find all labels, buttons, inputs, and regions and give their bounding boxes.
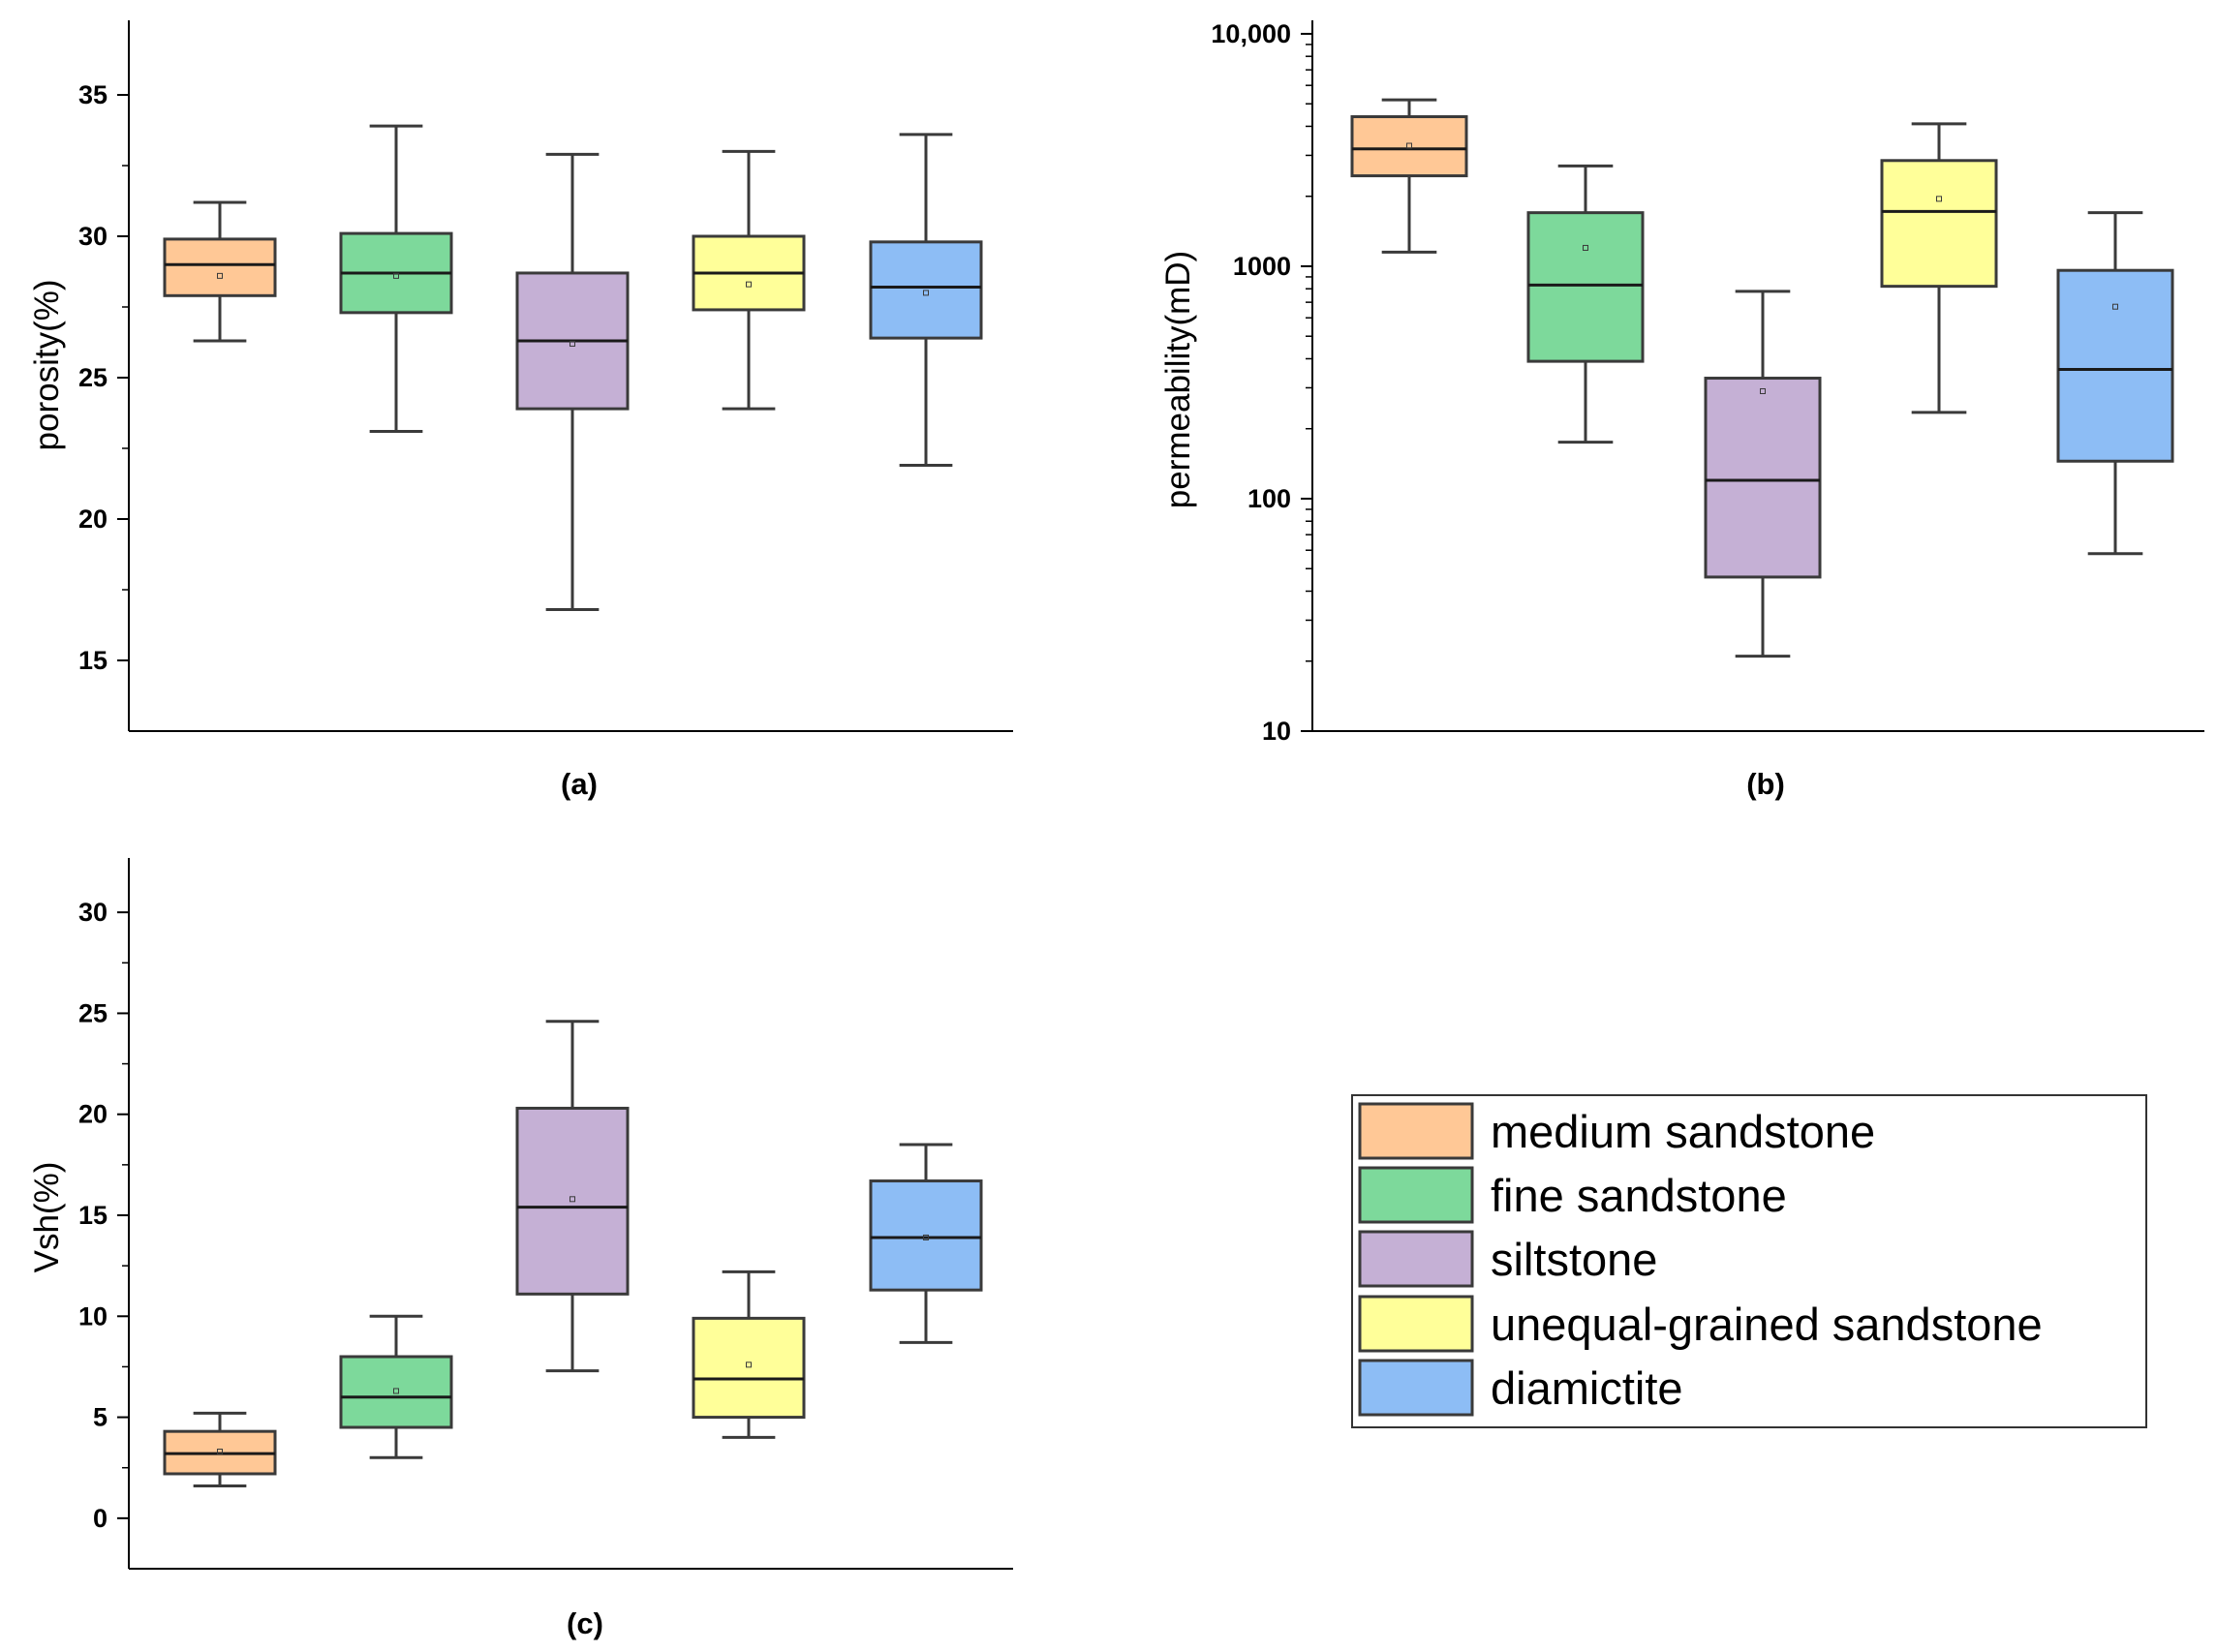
mean-marker [217,272,223,279]
panel-c-y-tick-label: 15 [78,1201,108,1230]
mean-marker [570,340,575,347]
panel-b-y-tick-label: 100 [1247,484,1291,513]
panel-b-box-siltstone [1704,290,1822,658]
mean-marker [217,1449,223,1455]
panel-c-vsh: (c) Vsh(%) 0 5 10 15 20 25 30 [28,858,1013,1640]
box-iqr [692,1316,806,1420]
legend-swatch-fine-sandstone [1358,1166,1474,1224]
panel-a-box-fine-sandstone [339,124,453,433]
mean-marker [570,1196,575,1203]
legend-label-fine-sandstone: fine sandstone [1491,1170,1787,1221]
legend-label-unequal-grained-sandstone: unequal-grained sandstone [1491,1299,2043,1350]
panel-c-box-diamictite [869,1143,983,1344]
box-iqr [1704,377,1822,579]
panel-a-ylabel: porosity(%) [28,280,66,451]
mean-marker [1936,196,1942,202]
mean-marker [1760,387,1766,394]
panel-b-box-diamictite [2056,211,2174,556]
panel-c-box-unequal-grained-sandstone [692,1270,806,1439]
legend: medium sandstone fine sandstone siltston… [1351,1094,2147,1428]
box-iqr [339,1355,453,1429]
legend-swatch-siltstone [1358,1230,1474,1288]
panel-b-ylabel: permeability(mD) [1159,251,1197,508]
panel-a-y-tick-label: 30 [78,222,108,251]
legend-swatch-diamictite [1358,1359,1474,1417]
mean-marker [746,1361,752,1368]
panel-c-box-medium-sandstone [163,1411,277,1487]
panel-b-box-unequal-grained-sandstone [1880,122,1998,414]
panel-c-y-tick-label: 25 [78,998,108,1027]
panel-c-y-tick-label: 20 [78,1100,108,1129]
mean-marker [1583,244,1588,251]
panel-c-y-tick-label: 5 [93,1403,108,1432]
mean-marker [1406,142,1412,149]
panel-c-y-tick-label: 30 [78,898,108,927]
legend-label-siltstone: siltstone [1491,1234,1657,1285]
panel-a-y-tick-label: 25 [78,363,108,392]
panel-b-label: (b) [1746,767,1785,801]
box-iqr [1526,211,1645,363]
panel-b-permeability: (b) permeability(mD) 10 100 1000 10,000 [1159,19,2204,801]
mean-marker [2112,303,2118,310]
panel-a-box-medium-sandstone [163,200,277,343]
panel-b-box-medium-sandstone [1350,98,1468,254]
legend-swatch-medium-sandstone [1358,1102,1474,1160]
panel-a-box-siltstone [515,152,630,611]
panel-a-porosity: (a) porosity(%) 15 20 25 30 35 [28,20,1013,801]
legend-label-medium-sandstone: medium sandstone [1491,1106,1875,1157]
box-iqr [2056,268,2174,463]
panel-b-y-tick-label: 10,000 [1211,19,1291,48]
box-iqr [163,237,277,297]
panel-a-box-unequal-grained-sandstone [692,149,806,411]
panel-c-ylabel: Vsh(%) [28,1162,66,1273]
panel-a-y-tick-label: 15 [78,646,108,675]
panel-c-box-siltstone [515,1020,630,1373]
panel-a-box-diamictite [869,133,983,468]
panel-a-y-tick-label: 20 [78,505,108,534]
panel-c-y-tick-label: 0 [93,1504,108,1533]
mean-marker [746,281,752,288]
panel-a-label: (a) [561,767,598,801]
box-iqr [1350,115,1468,178]
legend-frame [1351,1094,2147,1428]
panel-c-label: (c) [567,1606,603,1640]
panel-b-y-tick-label: 1000 [1233,252,1291,281]
mean-marker [923,290,929,296]
panel-c-box-fine-sandstone [339,1314,453,1459]
box-iqr [1880,159,1998,289]
legend-label-diamictite: diamictite [1491,1362,1683,1414]
panel-b-box-fine-sandstone [1526,164,1645,444]
panel-b-y-tick-label: 10 [1262,717,1291,746]
mean-marker [923,1234,929,1240]
panel-a-y-tick-label: 35 [78,80,108,109]
mean-marker [393,272,399,279]
mean-marker [393,1388,399,1394]
panel-c-y-tick-label: 10 [78,1301,108,1331]
legend-swatch-unequal-grained-sandstone [1358,1295,1474,1353]
